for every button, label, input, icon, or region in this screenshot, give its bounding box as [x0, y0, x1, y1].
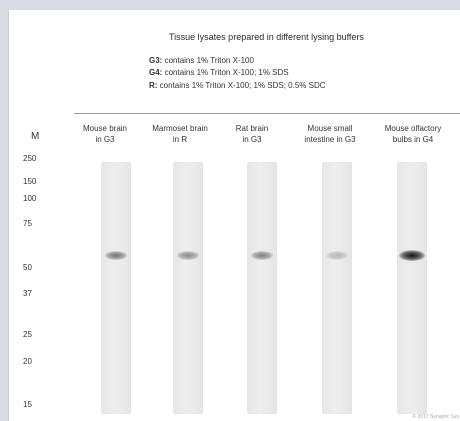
- buffer-r: R: contains 1% Triton X-100; 1% SDS; 0.5…: [149, 81, 326, 90]
- protein-band: [251, 251, 273, 260]
- lane-label: Rat brain in G3: [225, 123, 279, 145]
- buffer-g3: G3: contains 1% Triton X-100: [149, 56, 254, 65]
- header-divider: [74, 113, 460, 114]
- lane-label: Mouse olfactory bulbs in G4: [371, 123, 455, 145]
- lane-label-line2: bulbs in G4: [392, 135, 434, 144]
- gel-lane: [101, 162, 131, 414]
- lane-label-line2: in G3: [95, 135, 115, 144]
- protein-band: [399, 250, 425, 261]
- gel-lane: [397, 162, 427, 414]
- buffer-code: G3:: [149, 56, 163, 65]
- figure-panel: Tissue lysates prepared in different lys…: [8, 10, 460, 421]
- copyright-text: © 2017 Synaptic Sys: [412, 414, 460, 420]
- gel-lane: [247, 162, 277, 414]
- marker-header: M: [31, 131, 40, 142]
- marker-150: 150: [23, 177, 37, 186]
- buffer-desc: contains 1% Triton X-100; 1% SDS; 0.5% S…: [157, 81, 326, 90]
- lane-label-line2: intestine in G3: [304, 135, 356, 144]
- lane-label-line1: Mouse olfactory: [384, 124, 442, 133]
- marker-37: 37: [23, 289, 32, 298]
- protein-band: [326, 251, 348, 260]
- lane-label-line1: Mouse brain: [82, 124, 128, 133]
- buffer-code: R:: [149, 81, 158, 90]
- lane-label-line2: in G3: [242, 135, 262, 144]
- lane-label-line2: in R: [172, 135, 188, 144]
- marker-25: 25: [23, 330, 32, 339]
- protein-band: [177, 251, 199, 260]
- lane-label: Marmoset brain in R: [143, 123, 217, 145]
- lane-label: Mouse small intestine in G3: [291, 123, 369, 145]
- marker-250: 250: [23, 154, 37, 163]
- marker-20: 20: [23, 357, 32, 366]
- lane-label-line1: Marmoset brain: [152, 124, 208, 133]
- gel-lane: [173, 162, 203, 414]
- figure-title: Tissue lysates prepared in different lys…: [169, 32, 364, 42]
- buffer-code: G4:: [149, 68, 163, 77]
- protein-band: [105, 251, 127, 260]
- marker-75: 75: [23, 219, 32, 228]
- lane-label: Mouse brain in G3: [75, 123, 135, 145]
- lane-label-line1: Rat brain: [235, 124, 269, 133]
- gel-lane: [322, 162, 352, 414]
- buffer-desc: contains 1% Triton X-100; 1% SDS: [162, 68, 289, 77]
- marker-100: 100: [23, 194, 37, 203]
- buffer-g4: G4: contains 1% Triton X-100; 1% SDS: [149, 68, 289, 77]
- marker-15: 15: [23, 400, 32, 409]
- buffer-desc: contains 1% Triton X-100: [162, 56, 254, 65]
- marker-50: 50: [23, 263, 32, 272]
- lane-label-line1: Mouse small: [307, 124, 353, 133]
